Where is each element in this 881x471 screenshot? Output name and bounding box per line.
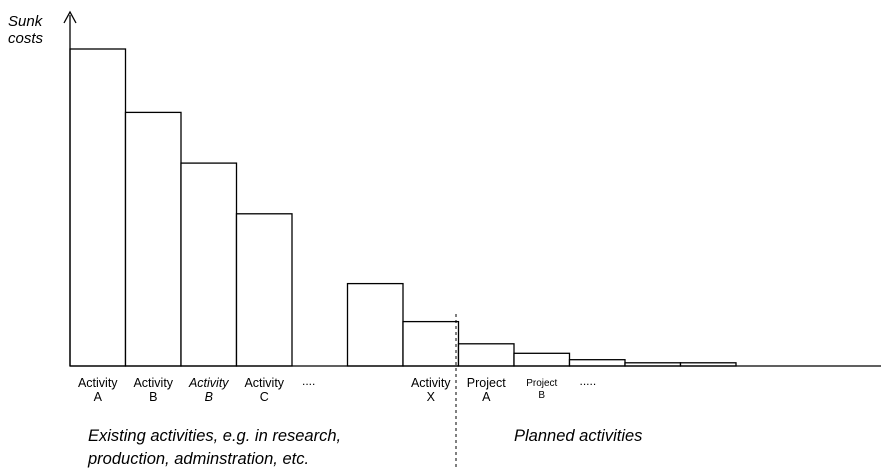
category-label-line1: Activity bbox=[77, 376, 118, 390]
y-axis-arrowhead bbox=[63, 10, 77, 24]
category-label: Project B bbox=[512, 378, 572, 402]
y-axis-label-line2: costs bbox=[8, 30, 44, 47]
category-label: Activity A bbox=[68, 376, 128, 404]
existing-activities-line2: production, adminstration, etc. bbox=[88, 450, 310, 468]
category-label: Activity C bbox=[234, 376, 294, 404]
bar bbox=[402, 320, 460, 367]
bar bbox=[69, 48, 127, 367]
bars-group bbox=[69, 48, 737, 367]
category-ellipsis: .... bbox=[302, 374, 316, 388]
category-label: Activity B bbox=[123, 376, 183, 404]
bar bbox=[346, 282, 404, 367]
existing-activities-label: Existing activities, e.g. in research, p… bbox=[88, 425, 341, 471]
category-label-line2: B bbox=[204, 390, 213, 404]
category-label-line1: Project bbox=[466, 376, 506, 390]
category-ellipsis: ..... bbox=[579, 374, 597, 388]
y-axis-label-line1: Sunk bbox=[8, 13, 43, 30]
category-label-line1: Activity bbox=[188, 376, 229, 390]
category-label: Activity X bbox=[401, 376, 461, 404]
category-label-line2: B bbox=[538, 390, 546, 401]
category-label-line1: Activity bbox=[133, 376, 174, 390]
category-label-line2: C bbox=[259, 390, 269, 404]
bar bbox=[457, 343, 515, 367]
bar bbox=[235, 213, 293, 367]
category-label: Project A bbox=[456, 376, 516, 404]
bar bbox=[124, 111, 182, 367]
category-label: Activity B bbox=[179, 376, 239, 404]
bar bbox=[513, 352, 571, 367]
category-label-line1: Project bbox=[526, 378, 558, 389]
category-label-line2: X bbox=[426, 390, 435, 404]
planned-activities-label: Planned activities bbox=[514, 427, 643, 445]
bar bbox=[180, 162, 238, 367]
category-label-line2: A bbox=[482, 390, 491, 404]
existing-activities-line1: Existing activities, e.g. in research, bbox=[88, 427, 342, 445]
bar bbox=[568, 359, 626, 367]
category-label-line2: A bbox=[93, 390, 102, 404]
category-label-line2: B bbox=[149, 390, 158, 404]
category-label-line1: Activity bbox=[244, 376, 285, 390]
category-label-line1: Activity bbox=[410, 376, 451, 390]
